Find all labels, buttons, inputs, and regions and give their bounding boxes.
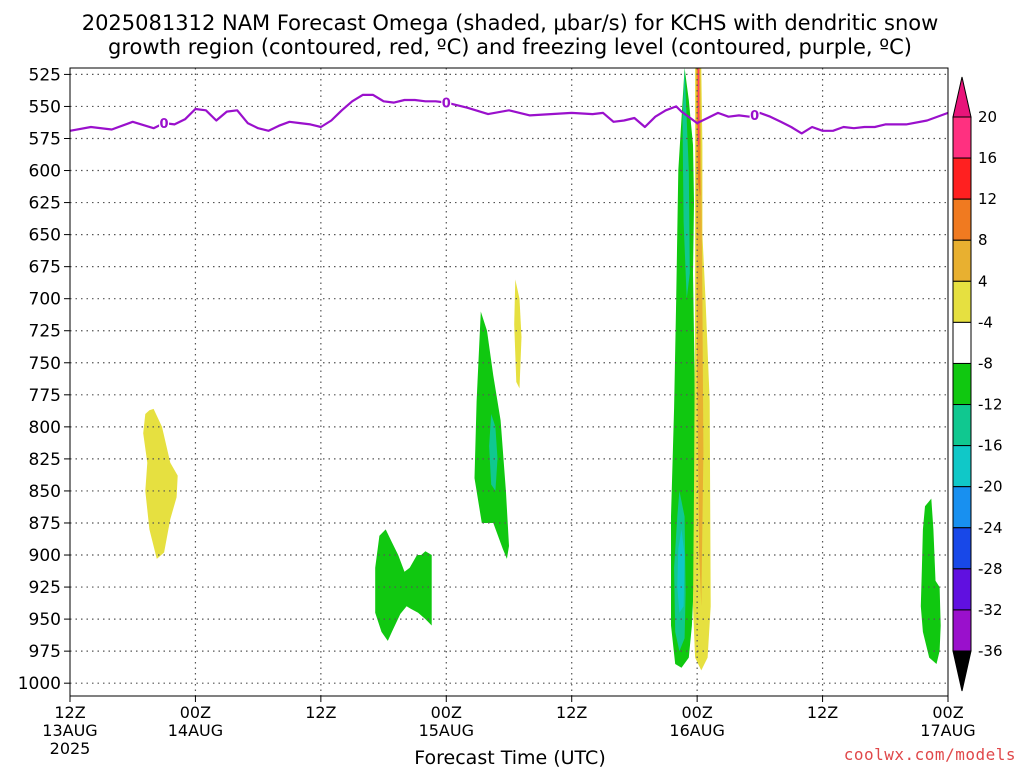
x-tick-label-12-1: 14AUG: [168, 721, 223, 740]
omega-region-0: [143, 408, 178, 559]
colorbar-swatch-0: [952, 116, 972, 159]
y-tick-label-550: 550: [29, 97, 61, 117]
x-tick-label-36-0: 00Z: [431, 703, 462, 722]
x-tick-label-36-1: 15AUG: [419, 721, 474, 740]
chart-title-line2: growth region (contoured, red, ºC) and f…: [108, 35, 912, 59]
x-tick-label-60-1: 16AUG: [669, 721, 724, 740]
y-tick-label-950: 950: [29, 610, 61, 630]
x-tick-label-84-0: 00Z: [932, 703, 963, 722]
x-tick-label-84-1: 17AUG: [920, 721, 975, 740]
colorbar-label-5: -4: [978, 313, 993, 331]
colorbar-swatch-11: [952, 568, 972, 611]
y-tick-label-650: 650: [29, 226, 61, 246]
x-tick-label-72-0: 12Z: [807, 703, 838, 722]
freezing-label-1: 0: [442, 97, 451, 112]
colorbar-label-3: 8: [978, 231, 988, 249]
colorbar-swatch-10: [952, 527, 972, 570]
x-tick-label-60-0: 00Z: [681, 703, 712, 722]
grid-lines: [70, 68, 948, 696]
omega-region-12: [698, 68, 700, 145]
x-tick-label-0-0: 12Z: [54, 703, 85, 722]
colorbar-label-2: 12: [978, 190, 997, 208]
colorbar-swatch-9: [952, 486, 972, 529]
colorbar-label-7: -12: [978, 396, 1003, 414]
omega-region-3: [489, 414, 498, 491]
colorbar-label-0: 20: [978, 108, 997, 126]
freezing-label-bg-1: [441, 94, 452, 109]
x-tick-label-0-2: 2025: [50, 739, 91, 758]
colorbar-swatch-12: [952, 609, 972, 652]
freezing-level-contour: 0 0 0: [69, 93, 949, 135]
chart-title-line1: 2025081312 NAM Forecast Omega (shaded, μ…: [82, 11, 939, 35]
y-tick-label-625: 625: [29, 194, 61, 214]
colorbar: 20 16 12 8 4 -4 -8 -12 -16 -20 -24 -28 -32 -36: [952, 76, 1003, 692]
colorbar-swatch-5: [952, 321, 972, 364]
colorbar-swatch-4: [952, 280, 972, 323]
colorbar-label-4: 4: [978, 272, 988, 290]
omega-region-8: [677, 529, 685, 613]
colorbar-swatch-2: [952, 198, 972, 241]
colorbar-label-6: -8: [978, 354, 993, 372]
colorbar-swatch-7: [952, 404, 972, 447]
freezing-label-bg-0: [159, 115, 170, 130]
x-tick-label-12-0: 00Z: [180, 703, 211, 722]
y-tick-label-725: 725: [29, 322, 61, 342]
y-tick-label-1000: 1000: [18, 674, 61, 694]
y-tick-label-825: 825: [29, 450, 61, 470]
y-tick-label-900: 900: [29, 546, 61, 566]
freezing-label-2: 0: [750, 109, 759, 124]
y-tick-label-700: 700: [29, 290, 61, 310]
y-tick-label-875: 875: [29, 514, 61, 534]
omega-region-4: [514, 279, 522, 389]
omega-region-1: [375, 529, 432, 641]
plot-frame: [69, 67, 949, 697]
y-tick-label-750: 750: [29, 354, 61, 374]
x-tick-label-0-1: 13AUG: [42, 721, 97, 740]
colorbar-swatch-1: [952, 157, 972, 200]
omega-region-13: [920, 498, 941, 664]
colorbar-top-arrow: [952, 76, 972, 118]
plot-border: [69, 67, 949, 697]
freezing-level-line: [69, 93, 949, 135]
x-axis-title: Forecast Time (UTC): [414, 747, 605, 768]
y-tick-label-775: 775: [29, 386, 61, 406]
colorbar-label-13: -36: [978, 642, 1003, 660]
colorbar-label-9: -20: [978, 478, 1003, 496]
x-tick-label-48-0: 12Z: [556, 703, 587, 722]
colorbar-swatch-8: [952, 445, 972, 488]
credit-link[interactable]: coolwx.com/models: [844, 745, 1016, 764]
y-tick-label-525: 525: [29, 65, 61, 85]
colorbar-swatch-6: [952, 362, 972, 406]
y-tick-label-925: 925: [29, 578, 61, 598]
y-tick-label-975: 975: [29, 642, 61, 662]
y-tick-label-850: 850: [29, 482, 61, 502]
y-tick-label-600: 600: [29, 162, 61, 182]
colorbar-label-11: -28: [978, 560, 1003, 578]
x-tick-label-24-0: 12Z: [305, 703, 336, 722]
colorbar-bottom-arrow: [952, 650, 972, 692]
colorbar-label-1: 16: [978, 149, 997, 167]
y-tick-label-675: 675: [29, 258, 61, 278]
y-axis: 525 550 575 600 625 650 675 700 725 750 775 800 825 8…: [18, 65, 70, 694]
freezing-label-bg-2: [749, 106, 760, 121]
plot-area: [143, 68, 941, 671]
colorbar-label-8: -16: [978, 437, 1003, 455]
colorbar-swatch-3: [952, 239, 972, 282]
omega-region-6: [682, 68, 690, 299]
freezing-label-0: 0: [160, 117, 169, 132]
y-tick-label-575: 575: [29, 129, 61, 149]
colorbar-label-12: -32: [978, 601, 1003, 619]
colorbar-label-10: -24: [978, 519, 1003, 537]
y-tick-label-800: 800: [29, 418, 61, 438]
